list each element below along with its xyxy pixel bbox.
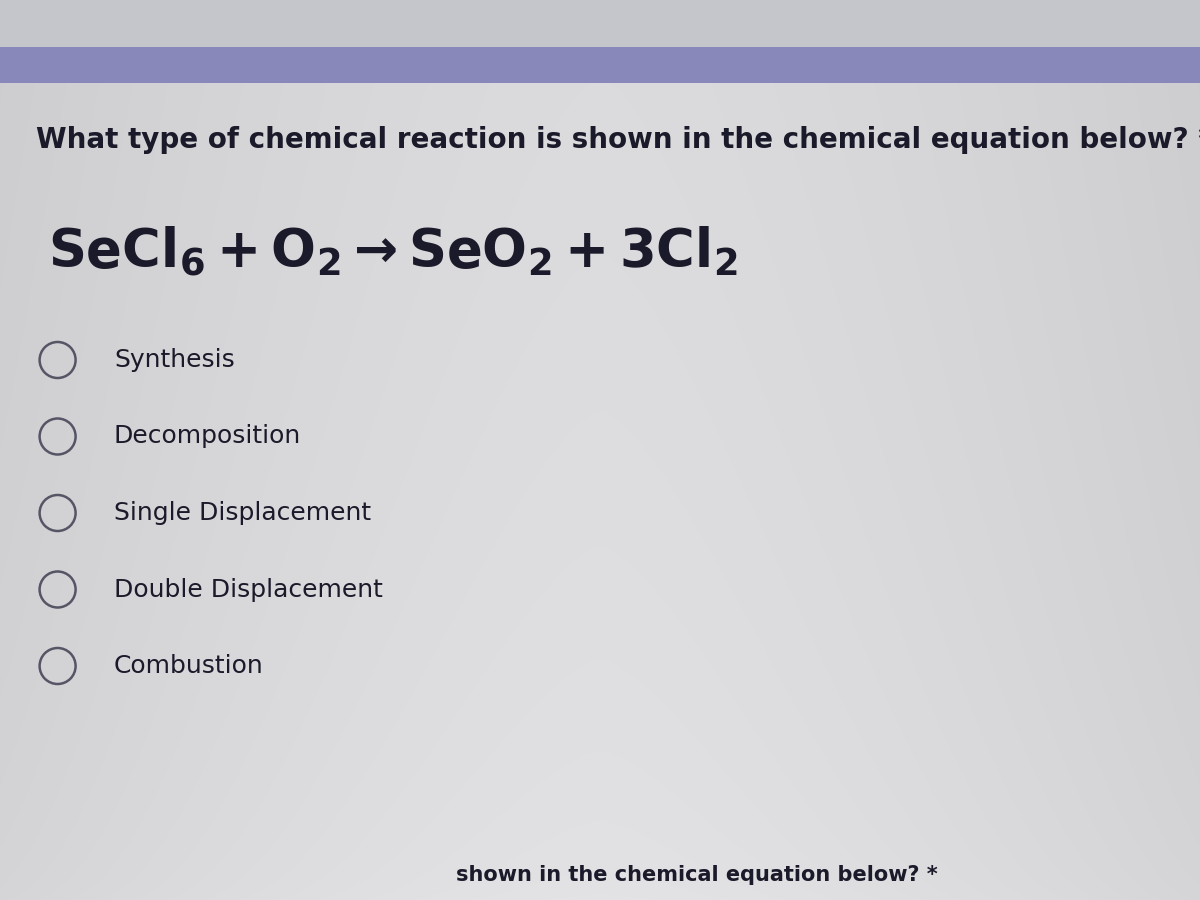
Text: shown in the chemical equation below? *: shown in the chemical equation below? * xyxy=(456,865,937,885)
Text: $\mathregular{SeCl_6 + O_2 \rightarrow SeO_2 + 3Cl_2}$: $\mathregular{SeCl_6 + O_2 \rightarrow S… xyxy=(48,225,738,279)
FancyBboxPatch shape xyxy=(0,0,1200,47)
FancyBboxPatch shape xyxy=(0,47,1200,83)
Text: Decomposition: Decomposition xyxy=(114,425,301,448)
Text: What type of chemical reaction is shown in the chemical equation below? *: What type of chemical reaction is shown … xyxy=(36,125,1200,154)
Text: Synthesis: Synthesis xyxy=(114,348,235,372)
Text: Combustion: Combustion xyxy=(114,654,264,678)
Text: Single Displacement: Single Displacement xyxy=(114,501,371,525)
Text: Double Displacement: Double Displacement xyxy=(114,578,383,601)
